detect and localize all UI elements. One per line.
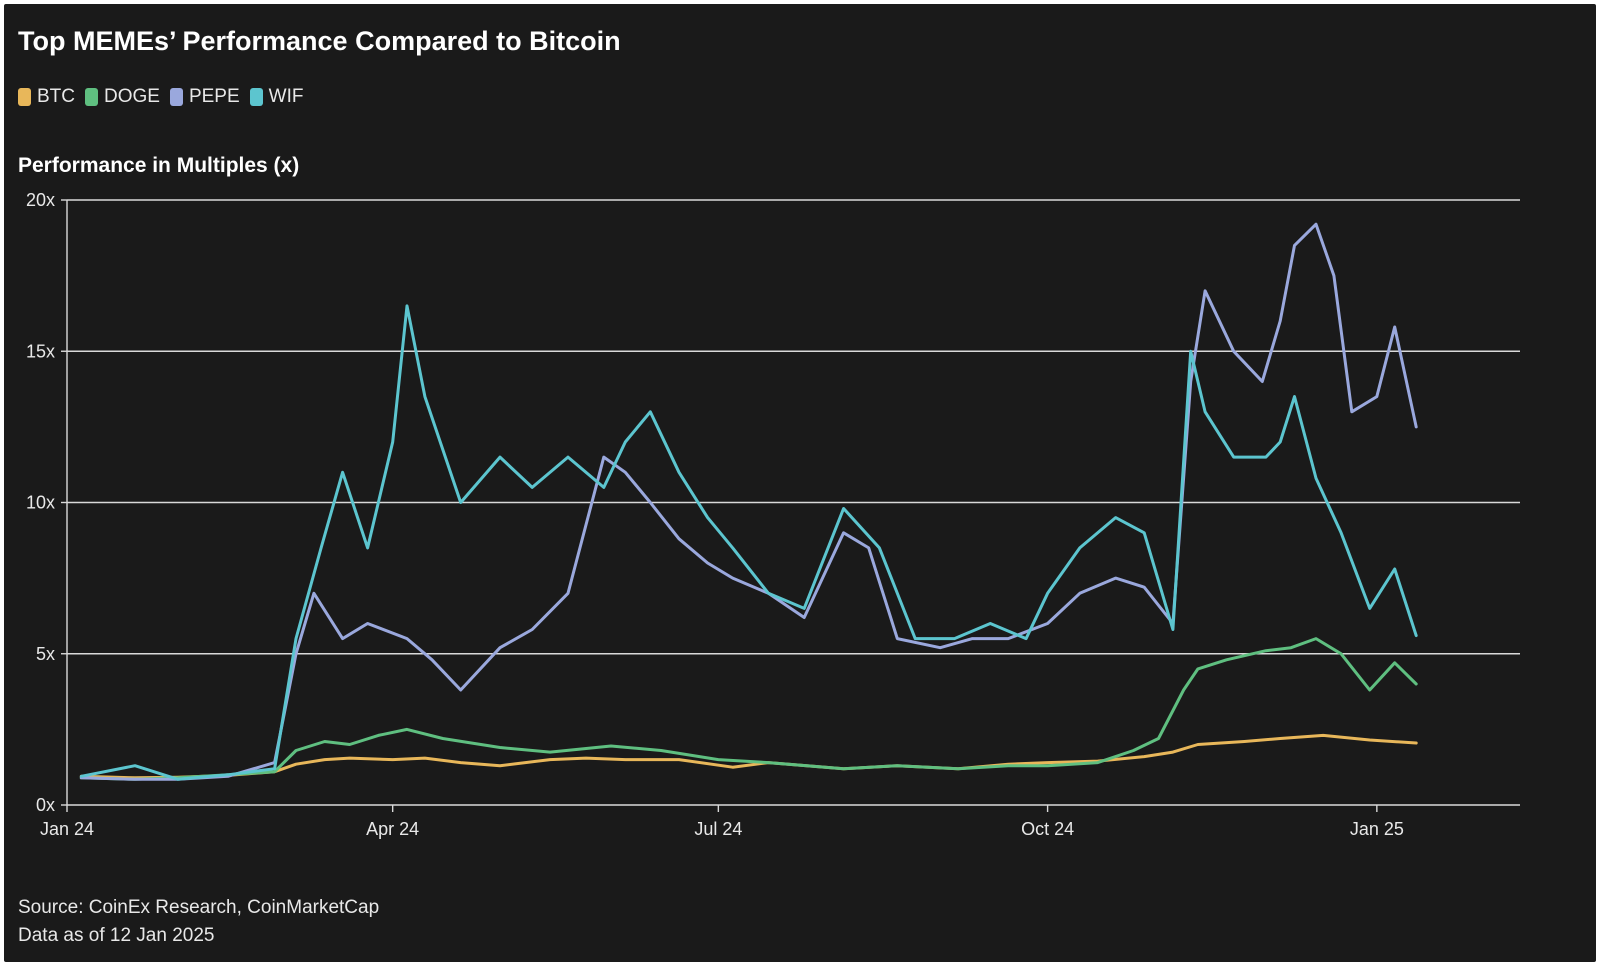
chart-legend: BTC DOGE PEPE WIF bbox=[18, 86, 313, 108]
series-line-doge bbox=[79, 637, 1418, 781]
legend-item-btc: BTC bbox=[18, 86, 75, 108]
x-tick-label: Jan 24 bbox=[40, 819, 94, 839]
series-line-btc bbox=[79, 733, 1418, 780]
legend-label-btc: BTC bbox=[37, 86, 75, 107]
y-tick-label: 20x bbox=[26, 190, 55, 210]
legend-swatch-doge bbox=[85, 88, 98, 106]
x-tick-label: Jan 25 bbox=[1350, 819, 1404, 839]
legend-item-wif: WIF bbox=[249, 86, 304, 108]
plot-area: 0x 5x 10x 15x 20x Jan 24 Apr 24 Jul 24 Oct 24 Jan… bbox=[26, 190, 1520, 839]
y-tick-label: 10x bbox=[26, 493, 55, 513]
legend-swatch-pepe bbox=[169, 88, 183, 106]
data-date-line: Data as of 12 Jan 2025 bbox=[18, 925, 215, 946]
legend-swatch-btc bbox=[18, 88, 31, 106]
y-tick-label: 15x bbox=[26, 341, 55, 361]
legend-item-doge: DOGE bbox=[85, 86, 160, 108]
legend-label-pepe: PEPE bbox=[188, 86, 240, 107]
series-line-wif bbox=[79, 304, 1418, 781]
x-tick-label: Jul 24 bbox=[694, 819, 742, 839]
y-axis-title: Performance in Multiples (x) bbox=[18, 154, 300, 177]
legend-swatch-wif bbox=[249, 88, 263, 106]
series-line-pepe bbox=[79, 222, 1418, 781]
x-tick-label: Apr 24 bbox=[366, 819, 419, 839]
legend-label-doge: DOGE bbox=[104, 86, 160, 107]
chart-title: Top MEMEs’ Performance Compared to Bitco… bbox=[18, 26, 621, 56]
legend-item-pepe: PEPE bbox=[169, 86, 240, 108]
y-tick-label: 0x bbox=[36, 795, 55, 815]
chart-card: Top MEMEs’ Performance Compared to Bitco… bbox=[4, 4, 1596, 962]
source-line: Source: CoinEx Research, CoinMarketCap bbox=[18, 897, 380, 918]
source-note: Source: CoinEx Research, CoinMarketCap D… bbox=[18, 894, 379, 950]
y-tick-label: 5x bbox=[36, 644, 55, 664]
x-tick-label: Oct 24 bbox=[1021, 819, 1074, 839]
legend-label-wif: WIF bbox=[268, 86, 304, 107]
